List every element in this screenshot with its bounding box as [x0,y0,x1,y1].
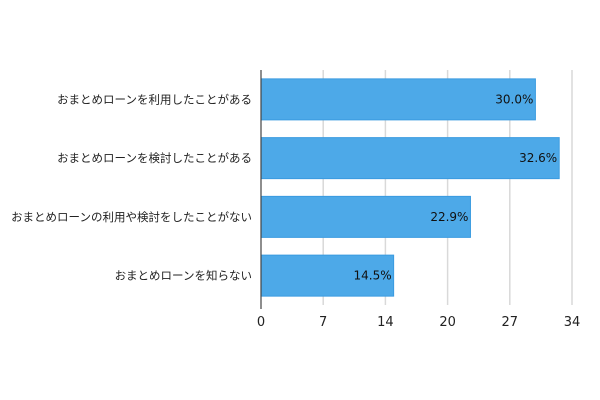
x-tick-label: 7 [319,315,327,330]
data-label: 30.0% [495,92,533,106]
data-label: 32.6% [519,151,557,165]
category-label: おまとめローンを利用したことがある [57,92,252,106]
bar [260,195,471,238]
x-tick-label: 20 [439,315,456,330]
category-label: おまとめローンを検討したことがある [57,151,252,165]
bar [260,137,560,180]
x-tick-label: 27 [502,315,519,330]
data-label: 22.9% [430,210,468,224]
x-tick-label: 34 [564,315,581,330]
x-tick-label: 0 [257,315,265,330]
bar [260,78,536,121]
category-label: おまとめローンを知らない [115,269,252,283]
category-label: おまとめローンの利用や検討をしたことがない [11,210,252,224]
x-tick-label: 14 [377,315,394,330]
data-label: 14.5% [354,269,392,283]
